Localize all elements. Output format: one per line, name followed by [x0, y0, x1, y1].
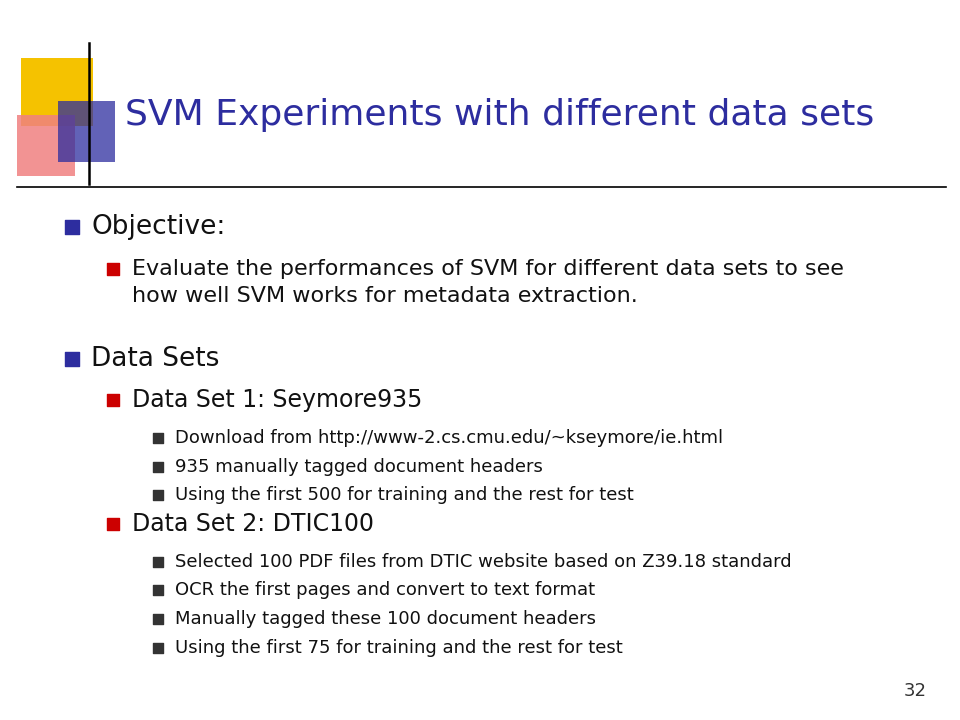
- Point: [106, 263, 121, 274]
- Point: [151, 585, 166, 596]
- Point: [151, 613, 166, 625]
- FancyBboxPatch shape: [21, 58, 93, 126]
- FancyBboxPatch shape: [58, 101, 115, 162]
- Point: [151, 642, 166, 654]
- Point: [151, 556, 166, 567]
- Text: Data Sets: Data Sets: [91, 346, 220, 372]
- Text: Evaluate the performances of SVM for different data sets to see: Evaluate the performances of SVM for dif…: [132, 258, 845, 279]
- Text: 32: 32: [903, 682, 926, 700]
- Text: how well SVM works for metadata extraction.: how well SVM works for metadata extracti…: [132, 286, 638, 306]
- FancyBboxPatch shape: [17, 115, 75, 176]
- Point: [151, 461, 166, 472]
- Text: Using the first 500 for training and the rest for test: Using the first 500 for training and the…: [175, 487, 634, 504]
- Text: OCR the first pages and convert to text format: OCR the first pages and convert to text …: [175, 581, 595, 599]
- Text: Data Set 2: DTIC100: Data Set 2: DTIC100: [132, 512, 374, 536]
- Point: [106, 518, 121, 530]
- Text: Selected 100 PDF files from DTIC website based on Z39.18 standard: Selected 100 PDF files from DTIC website…: [175, 552, 791, 570]
- Text: Data Set 1: Seymore935: Data Set 1: Seymore935: [132, 388, 422, 413]
- Text: SVM Experiments with different data sets: SVM Experiments with different data sets: [125, 98, 874, 132]
- Text: Download from http://www-2.cs.cmu.edu/~kseymore/ie.html: Download from http://www-2.cs.cmu.edu/~k…: [175, 428, 723, 446]
- Text: Manually tagged these 100 document headers: Manually tagged these 100 document heade…: [175, 610, 596, 628]
- Text: 935 manually tagged document headers: 935 manually tagged document headers: [175, 458, 542, 475]
- Text: Objective:: Objective:: [91, 214, 226, 240]
- Point: [106, 395, 121, 406]
- Text: Using the first 75 for training and the rest for test: Using the first 75 for training and the …: [175, 639, 622, 657]
- Point: [151, 490, 166, 501]
- Point: [151, 432, 166, 444]
- Point: [64, 353, 80, 364]
- Point: [64, 221, 80, 233]
